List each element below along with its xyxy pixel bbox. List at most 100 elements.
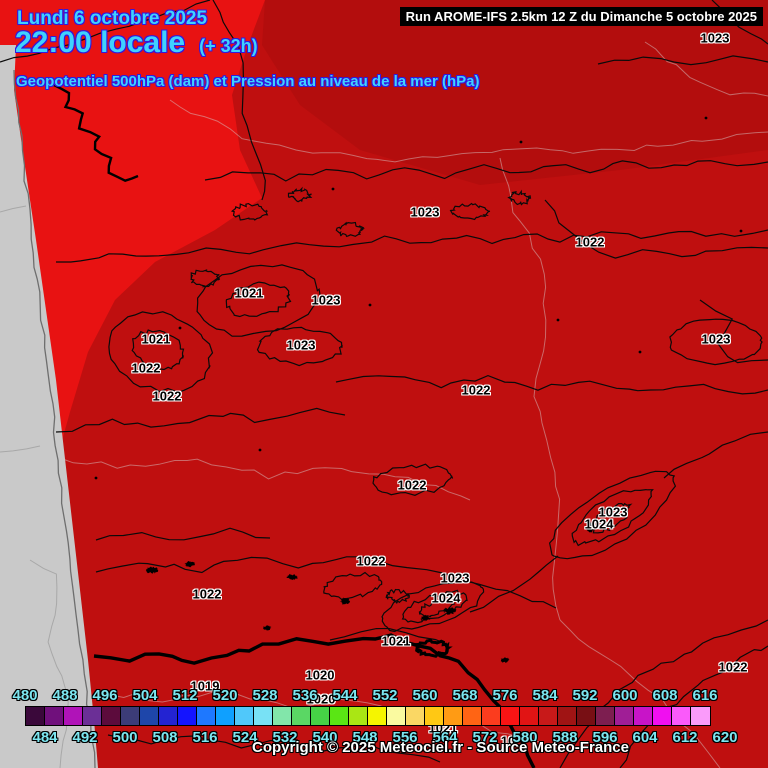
scale-swatch <box>463 707 482 725</box>
scale-tick-label: 620 <box>712 729 738 746</box>
scale-tick-label: 488 <box>52 687 78 704</box>
scale-tick-label: 532 <box>272 729 298 746</box>
scale-swatch <box>235 707 254 725</box>
scale-swatch <box>64 707 83 725</box>
pressure-label: 1023 <box>700 30 730 46</box>
pressure-label: 10 <box>500 733 516 749</box>
scale-tick-label: 484 <box>32 729 58 746</box>
pressure-label: 1019 <box>190 678 220 694</box>
pressure-label: 1024 <box>431 590 461 606</box>
scale-swatch <box>368 707 387 725</box>
pressure-label: 1022 <box>575 234 605 250</box>
scale-tick-label: 508 <box>152 729 178 746</box>
scale-swatch <box>83 707 102 725</box>
forecast-offset-label: (+ 32h) <box>199 36 258 56</box>
pressure-label: 1023 <box>598 504 628 520</box>
scale-tick-label: 560 <box>412 687 438 704</box>
pressure-label: 1021 <box>381 633 411 649</box>
scale-swatch <box>197 707 216 725</box>
pressure-label: 1022 <box>356 553 386 569</box>
model-run-banner: Run AROME-IFS 2.5km 12 Z du Dimanche 5 o… <box>399 7 763 26</box>
scale-tick-label: 544 <box>332 687 358 704</box>
scale-tick-label: 528 <box>252 687 278 704</box>
pressure-label: 1023 <box>311 292 341 308</box>
scale-swatch <box>691 707 710 725</box>
scale-swatch <box>159 707 178 725</box>
scale-swatch <box>653 707 672 725</box>
scale-swatch <box>254 707 273 725</box>
scale-tick-label: 596 <box>592 729 618 746</box>
pressure-label: 1023 <box>440 570 470 586</box>
pressure-label: 1022 <box>718 659 748 675</box>
scale-swatch <box>349 707 368 725</box>
scale-tick-label: 564 <box>432 729 458 746</box>
pressure-label: 1020 <box>306 691 336 707</box>
scale-swatch <box>425 707 444 725</box>
scale-tick-label: 492 <box>72 729 98 746</box>
date-label: Lundi 6 octobre 2025 <box>17 8 208 29</box>
scale-tick-label: 616 <box>692 687 718 704</box>
scale-swatch <box>45 707 64 725</box>
scale-swatch <box>273 707 292 725</box>
pressure-label: 1022 <box>192 586 222 602</box>
scale-tick-label: 516 <box>192 729 218 746</box>
pressure-label: 1020 <box>305 667 335 683</box>
scale-swatch <box>311 707 330 725</box>
scale-tick-label: 600 <box>612 687 638 704</box>
scale-tick-label: 580 <box>512 729 538 746</box>
scale-swatch <box>615 707 634 725</box>
pressure-label: 1022 <box>397 477 427 493</box>
pressure-label: 1022 <box>131 360 161 376</box>
scale-swatch <box>26 707 45 725</box>
scale-swatch <box>539 707 558 725</box>
scale-tick-label: 480 <box>12 687 38 704</box>
time-row: 22:00 locale (+ 32h) <box>15 26 258 60</box>
scale-tick-label: 524 <box>232 729 258 746</box>
scale-swatch <box>330 707 349 725</box>
pressure-label: 1023 <box>410 204 440 220</box>
geopotential-color-scale <box>25 706 711 726</box>
scale-swatch <box>596 707 615 725</box>
scale-swatch <box>520 707 539 725</box>
scale-swatch <box>558 707 577 725</box>
scale-tick-label: 552 <box>372 687 398 704</box>
scale-swatch <box>140 707 159 725</box>
scale-tick-label: 536 <box>292 687 318 704</box>
scale-tick-label: 504 <box>132 687 158 704</box>
scale-swatch <box>634 707 653 725</box>
scale-tick-label: 592 <box>572 687 598 704</box>
scale-tick-label: 496 <box>92 687 118 704</box>
scale-tick-label: 540 <box>312 729 338 746</box>
copyright-notice: Copyright © 2025 Meteociel.fr - Source M… <box>252 739 629 756</box>
scale-tick-label: 556 <box>392 729 418 746</box>
scale-tick-label: 576 <box>492 687 518 704</box>
scale-tick-label: 612 <box>672 729 698 746</box>
scale-swatch <box>577 707 596 725</box>
scale-swatch <box>178 707 197 725</box>
scale-swatch <box>444 707 463 725</box>
scale-tick-label: 588 <box>552 729 578 746</box>
scale-swatch <box>482 707 501 725</box>
scale-swatch <box>406 707 425 725</box>
pressure-label: 1021 <box>141 331 171 347</box>
scale-tick-label: 608 <box>652 687 678 704</box>
scale-tick-label: 584 <box>532 687 558 704</box>
scale-tick-label: 568 <box>452 687 478 704</box>
chart-subtitle: Geopotentiel 500hPa (dam) et Pression au… <box>16 73 480 90</box>
pressure-label: 1022 <box>152 388 182 404</box>
scale-tick-label: 520 <box>212 687 238 704</box>
pressure-label: 1021 <box>234 285 264 301</box>
scale-tick-label: 500 <box>112 729 138 746</box>
scale-swatch <box>292 707 311 725</box>
scale-swatch <box>102 707 121 725</box>
scale-tick-label: 548 <box>352 729 378 746</box>
local-time-label: 22:00 locale <box>15 26 186 59</box>
scale-swatch <box>216 707 235 725</box>
scale-tick-label: 572 <box>472 729 498 746</box>
pressure-label: 1022 <box>461 382 491 398</box>
scale-swatch <box>387 707 406 725</box>
scale-swatch <box>121 707 140 725</box>
scale-swatch <box>672 707 691 725</box>
